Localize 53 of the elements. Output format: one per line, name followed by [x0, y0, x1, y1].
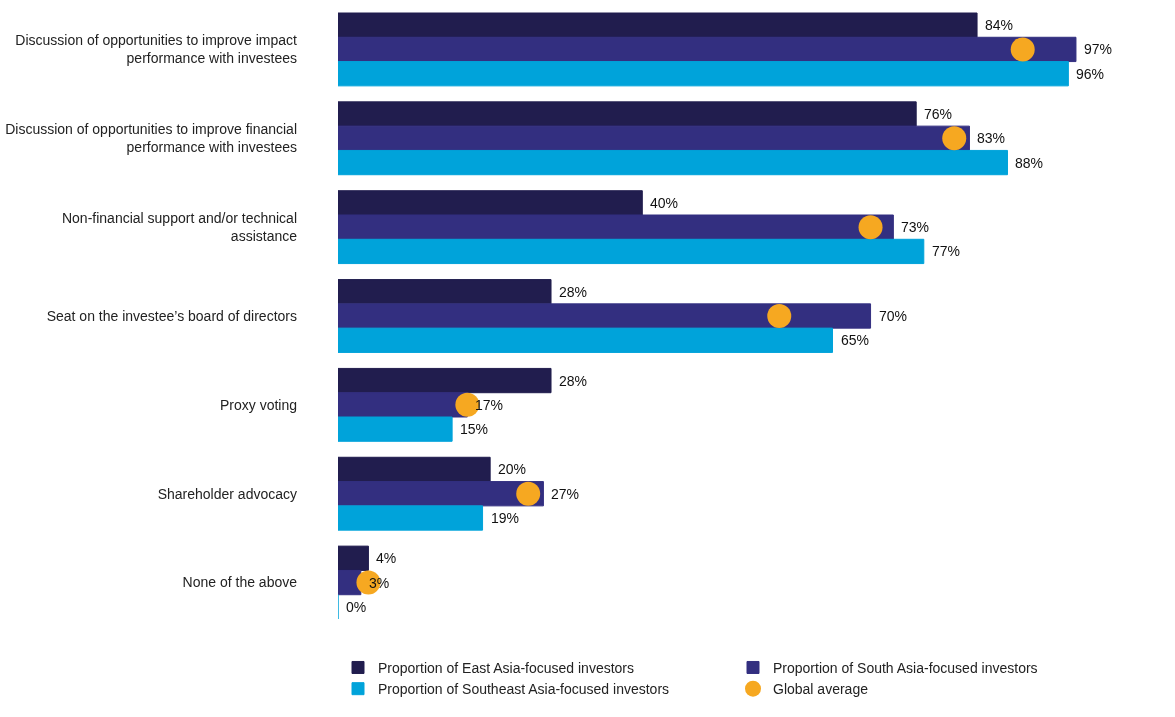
legend-label: Proportion of South Asia-focused investors — [773, 659, 1038, 676]
point — [767, 304, 792, 328]
data-label: 28% — [559, 373, 588, 389]
point — [1010, 37, 1035, 62]
data-label: 65% — [841, 332, 870, 348]
bar — [338, 36, 1077, 63]
legend-label: Proportion of Southeast Asia-focused investors — [378, 681, 670, 698]
data-label: 76% — [924, 106, 953, 122]
data-label: 96% — [1076, 66, 1105, 82]
y-tick-label: Shareholder advocacy — [157, 485, 297, 502]
data-label: 84% — [985, 17, 1014, 33]
point — [942, 126, 967, 151]
data-label: 0% — [346, 599, 367, 615]
data-label: 77% — [932, 243, 961, 259]
data-label: 20% — [498, 461, 527, 477]
y-tick-label: Seat on the investee’s board of directors — [46, 307, 297, 324]
data-label: 97% — [1084, 41, 1113, 57]
legend-label: Global average — [773, 681, 869, 698]
data-label: 15% — [460, 421, 489, 437]
bar — [338, 416, 453, 442]
bar — [338, 327, 834, 353]
point — [858, 215, 883, 240]
data-label: 28% — [559, 284, 588, 300]
bar — [338, 125, 970, 151]
bar — [338, 545, 369, 571]
data-label: 19% — [491, 510, 520, 526]
legend-label: Proportion of East Asia-focused investors — [378, 659, 635, 676]
data-label: 83% — [977, 130, 1006, 146]
bar — [338, 367, 552, 394]
bar — [338, 214, 894, 240]
data-label: 4% — [376, 550, 397, 566]
data-label: 40% — [650, 195, 679, 211]
bar — [338, 238, 925, 265]
bar — [338, 101, 917, 127]
bar — [338, 149, 1008, 176]
bar — [338, 279, 552, 305]
bar — [338, 505, 484, 531]
y-tick-label: Proxy voting — [219, 396, 297, 413]
data-label: 88% — [1015, 155, 1044, 171]
y-tick-label: Non-financial support and/or technical assistance — [61, 209, 298, 245]
y-tick-label: Discussion of opportunities to improve impact performance with investees — [15, 32, 298, 67]
bar — [338, 12, 978, 38]
bar — [338, 481, 544, 507]
data-label: 73% — [901, 219, 930, 235]
y-tick-label: None of the above — [182, 574, 298, 591]
bar — [338, 456, 491, 483]
bar — [338, 61, 1069, 87]
data-label: 70% — [879, 308, 908, 324]
bar — [338, 303, 872, 329]
data-label: 27% — [551, 486, 580, 502]
y-tick-label: Discussion of opportunities to improve financial performance with investees — [5, 121, 297, 156]
bar — [338, 190, 643, 216]
point — [516, 481, 541, 506]
